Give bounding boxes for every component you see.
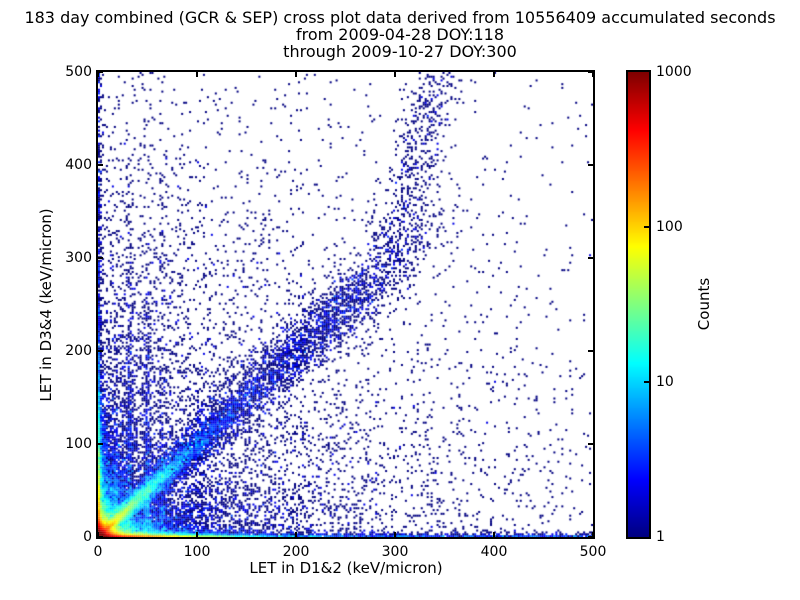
scatter-canvas: [98, 72, 593, 537]
x-tick-mark-100: [196, 532, 198, 537]
x-tick-label-300: 300: [381, 544, 409, 560]
x-tick-mark-200: [295, 532, 297, 537]
y-tick-label-400: 400: [65, 157, 92, 173]
x-axis-label: LET in D1&2 (keV/micron): [249, 559, 443, 577]
x-tick-label-100: 100: [183, 544, 211, 560]
title-line-2: from 2009-04-28 DOY:118: [295, 25, 504, 44]
colorbar-tick-label-1: 1: [656, 529, 665, 545]
x-tick-mark-0: [97, 532, 99, 537]
x-tick-mark-300: [394, 532, 396, 537]
y-tick-mark-right-400: [588, 164, 593, 166]
plot-area: [96, 70, 595, 539]
y-axis-label: LET in D3&4 (keV/micron): [37, 208, 55, 402]
colorbar-label: Counts: [695, 277, 713, 331]
x-tick-mark-top-500: [592, 72, 594, 77]
y-tick-label-500: 500: [65, 64, 92, 80]
colorbar-tick-mark-10: [644, 381, 649, 383]
y-tick-mark-500: [98, 71, 103, 73]
title-line-1: 183 day combined (GCR & SEP) cross plot …: [24, 8, 776, 27]
y-tick-mark-100: [98, 443, 103, 445]
colorbar-canvas: [628, 72, 649, 537]
colorbar-tick-label-10: 10: [656, 374, 674, 390]
y-tick-mark-400: [98, 164, 103, 166]
chart-title: 183 day combined (GCR & SEP) cross plot …: [0, 9, 800, 60]
y-tick-mark-0: [98, 536, 103, 538]
x-tick-mark-500: [592, 532, 594, 537]
y-tick-label-200: 200: [65, 343, 92, 359]
y-tick-mark-right-0: [588, 536, 593, 538]
x-tick-mark-top-200: [295, 72, 297, 77]
x-tick-label-500: 500: [579, 544, 607, 560]
x-tick-label-0: 0: [93, 544, 103, 560]
x-tick-mark-top-300: [394, 72, 396, 77]
y-tick-mark-right-500: [588, 71, 593, 73]
y-tick-mark-right-300: [588, 257, 593, 259]
colorbar: [626, 70, 651, 539]
x-tick-mark-top-400: [493, 72, 495, 77]
y-tick-label-300: 300: [65, 250, 92, 266]
x-tick-mark-top-100: [196, 72, 198, 77]
y-tick-label-100: 100: [65, 436, 92, 452]
x-tick-label-400: 400: [480, 544, 508, 560]
y-tick-mark-right-200: [588, 350, 593, 352]
y-tick-mark-300: [98, 257, 103, 259]
colorbar-tick-mark-100: [644, 226, 649, 228]
y-tick-mark-200: [98, 350, 103, 352]
y-tick-label-0: 0: [83, 529, 92, 545]
colorbar-tick-label-1000: 1000: [656, 64, 692, 80]
x-tick-label-200: 200: [282, 544, 310, 560]
x-tick-mark-top-0: [97, 72, 99, 77]
title-line-3: through 2009-10-27 DOY:300: [283, 42, 517, 61]
x-tick-mark-400: [493, 532, 495, 537]
colorbar-tick-label-100: 100: [656, 219, 683, 235]
y-tick-mark-right-100: [588, 443, 593, 445]
